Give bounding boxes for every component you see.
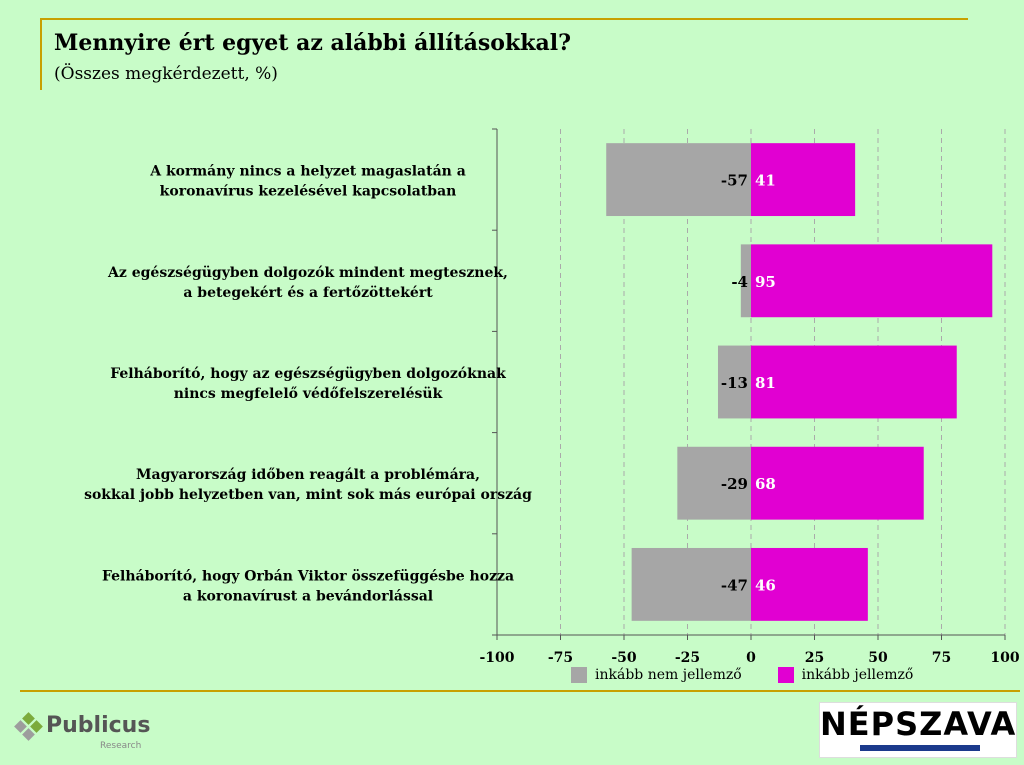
category-label-line: sokkal jobb helyzetben van, mint sok más… [84,487,532,503]
top-rule [40,18,968,20]
bar [751,143,856,217]
nepszava-logo: NÉPSZAVA [819,702,1017,758]
data-label: -47 [721,576,748,594]
data-label: 41 [755,172,776,190]
x-tick-label: 75 [932,650,951,666]
x-tick-label: -75 [548,650,573,666]
category-label: Az egészségügyben dolgozók mindent megte… [107,265,508,301]
data-label: -29 [721,475,748,493]
title-side-rule [40,18,42,90]
category-label-line: koronavírus kezelésével kapcsolatban [160,184,457,200]
category-label: Magyarország időben reagált a problémára… [84,467,532,503]
bar [751,345,957,419]
category-label: Felháborító, hogy az egészségügyben dolg… [110,366,506,402]
x-tick-label: -25 [675,650,700,666]
x-tick-label: -100 [479,650,514,666]
x-tick-label: 100 [990,650,1019,666]
x-tick-label: 0 [746,650,756,666]
category-label-line: Felháborító, hogy az egészségügyben dolg… [110,366,506,382]
legend-item-positive: inkább jellemző [777,667,914,683]
publicus-diamond-icon [14,712,43,741]
chart-subtitle: (Összes megkérdezett, %) [54,64,278,84]
publicus-logo [14,712,43,741]
data-label: 95 [755,273,776,291]
data-label: 46 [755,576,776,594]
data-label: 68 [755,475,776,493]
bar [751,244,993,318]
chart-title: Mennyire ért egyet az alábbi állításokka… [54,30,571,56]
x-tick-label: -50 [611,650,637,666]
category-label-line: Felháborító, hogy Orbán Viktor összefügg… [102,568,514,584]
bar [717,345,751,419]
data-label: -57 [721,172,748,190]
category-label-line: nincs megfelelő védőfelszerelésük [174,386,443,402]
bar [740,244,751,318]
publicus-sub: Research [100,741,142,751]
legend-item-negative: inkább nem jellemző [571,667,742,683]
bottom-rule [20,690,1020,692]
data-label: 81 [755,374,776,392]
category-label-line: a koronavírust a bevándorlással [183,588,433,604]
legend-label-positive: inkább jellemző [801,667,914,683]
bar [751,547,868,621]
nepszava-strip [860,745,980,751]
bar [606,143,751,217]
data-label: -4 [731,273,748,291]
nepszava-name: NÉPSZAVA [820,705,1017,743]
category-label: A kormány nincs a helyzet magaslatán a ko… [149,164,466,200]
x-tick-label: 25 [805,650,824,666]
publicus-name: Publicus [46,713,151,738]
category-label: Felháborító, hogy Orbán Viktor összefügg… [102,568,514,604]
bar [677,446,751,520]
legend-swatch-negative [571,667,587,683]
chart: -57 -4 -13 -29 -47 41 95 81 68 46 -100 -75 -50 -25 0 25… [84,128,1020,666]
bar [751,446,924,520]
legend-label-negative: inkább nem jellemző [595,667,742,683]
category-label-line: a betegekért és a fertőzöttekért [183,285,433,301]
category-label-line: Magyarország időben reagált a problémára… [136,467,480,483]
bar [631,547,751,621]
category-label-line: Az egészségügyben dolgozók mindent megte… [107,265,508,281]
legend-swatch-positive [777,667,794,683]
data-label: -13 [721,374,748,392]
legend: inkább nem jellemző inkább jellemző [571,667,949,683]
x-tick-label: 50 [868,650,888,666]
category-label-line: A kormány nincs a helyzet magaslatán a [149,164,466,180]
